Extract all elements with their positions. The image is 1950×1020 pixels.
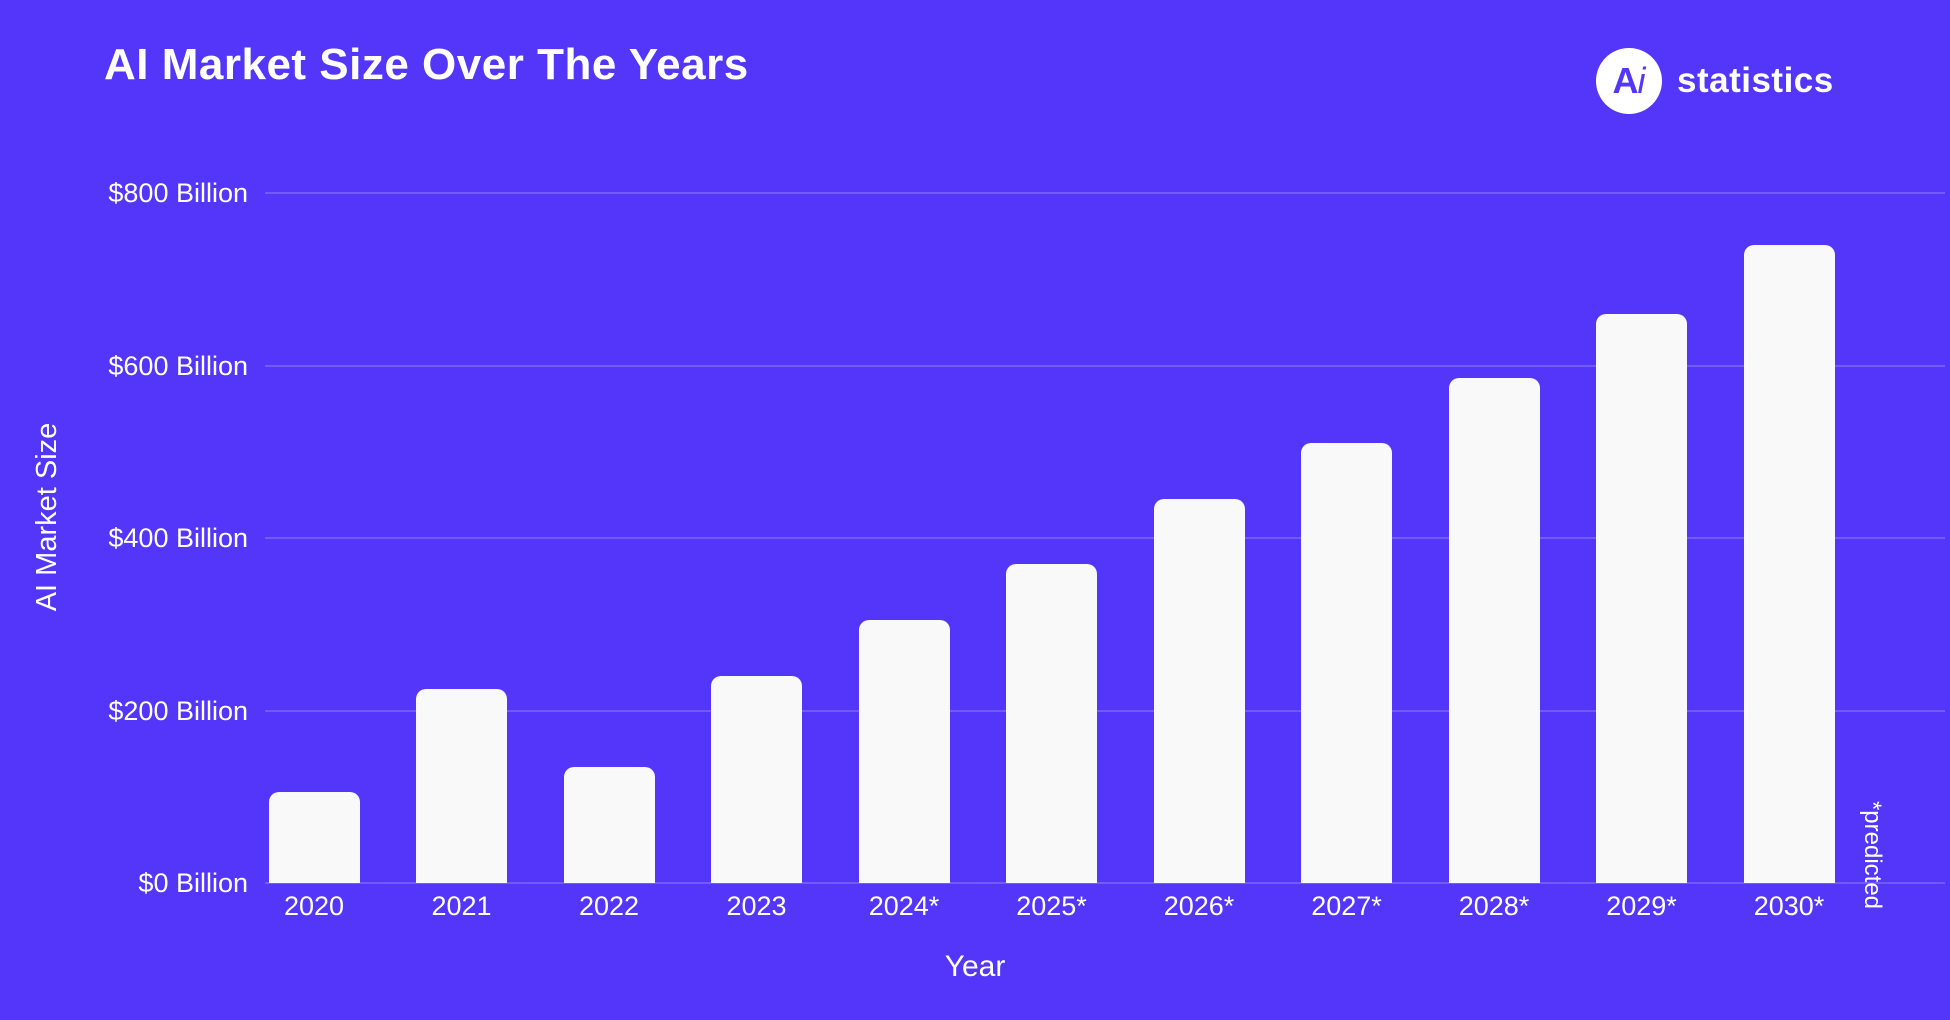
x-tick-label-2030: 2030*: [1753, 891, 1825, 921]
gridline-800: [265, 192, 1945, 194]
bar-2022: [563, 766, 655, 883]
x-tick-label-2023: 2023: [726, 891, 787, 921]
bar-2023: [711, 676, 802, 883]
x-tick-label-2021: 2021: [431, 891, 492, 921]
y-tick-label-400: $400 Billion: [108, 523, 248, 553]
gridline-600: [265, 364, 1945, 367]
bar-2021: [416, 688, 507, 883]
bar-2030: [1743, 244, 1835, 883]
brand-name: statistics: [1677, 61, 1834, 100]
x-tick-label-2025: 2025*: [1016, 891, 1087, 921]
gridline-200: [265, 709, 1945, 712]
x-axis-title: Year: [944, 950, 1006, 983]
x-tick-label-2026: 2026*: [1163, 891, 1235, 921]
x-tick-label-2020: 2020: [283, 891, 345, 921]
y-tick-label-0: $0 Billion: [138, 868, 248, 898]
bar-2028: [1448, 378, 1540, 883]
logo-letter-i: i: [1637, 60, 1646, 101]
gridline-0: [265, 882, 1945, 884]
bar-2027: [1301, 443, 1392, 883]
bar-2029: [1596, 313, 1687, 883]
y-tick-label-600: $600 Billion: [108, 350, 248, 381]
bar-2020: [268, 792, 360, 883]
x-tick-label-2027: 2027*: [1311, 891, 1382, 921]
bar-2025: [1006, 563, 1097, 883]
x-tick-label-2028: 2028*: [1458, 891, 1530, 921]
bar-2026: [1153, 499, 1245, 883]
x-tick-label-2029: 2029*: [1606, 891, 1677, 921]
logo-letter-a: A: [1612, 60, 1639, 101]
y-tick-label-800: $800 Billion: [108, 178, 248, 208]
gridline-400: [265, 537, 1945, 539]
x-tick-label-2022: 2022: [578, 891, 640, 921]
y-tick-label-200: $200 Billion: [108, 695, 248, 726]
bar-2024: [858, 619, 950, 883]
x-tick-label-2024: 2024*: [868, 891, 940, 921]
page-title: AI Market Size Over The Years: [104, 40, 749, 89]
y-axis-title: AI Market Size: [31, 422, 63, 612]
